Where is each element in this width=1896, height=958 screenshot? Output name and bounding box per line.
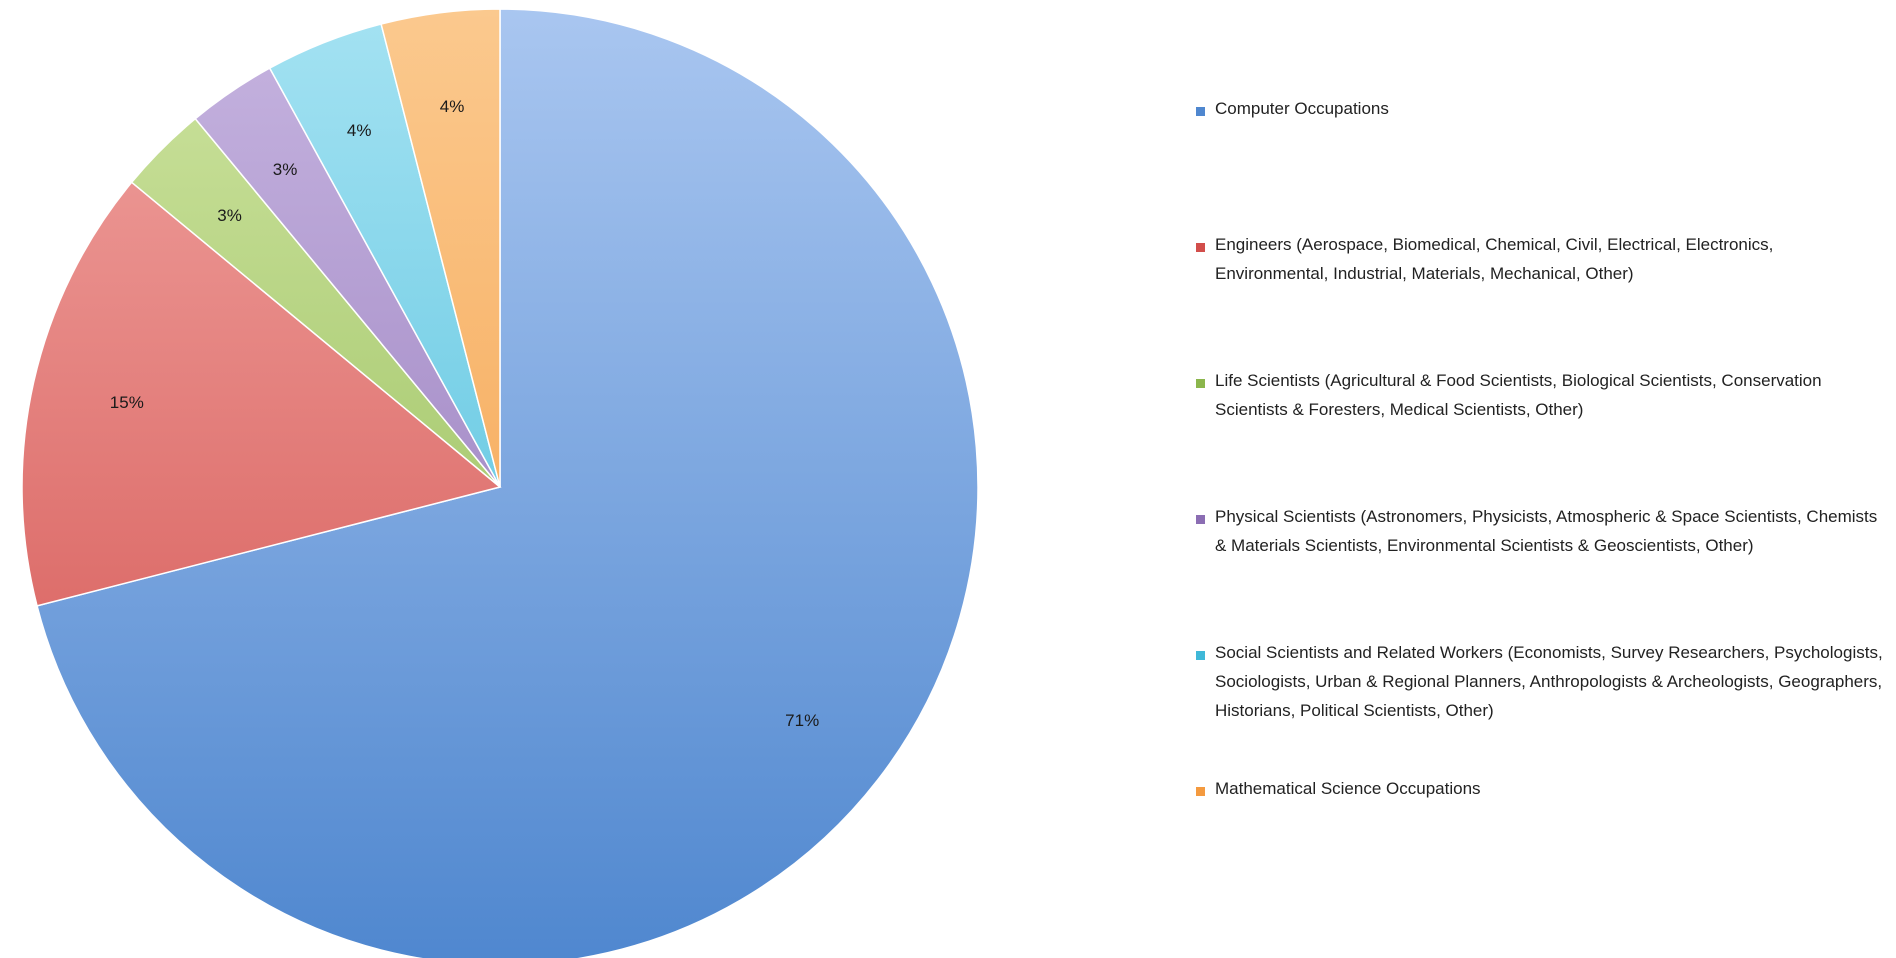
pie-slice-1 — [36, 8, 979, 958]
legend-label: Engineers (Aerospace, Biomedical, Chemic… — [1215, 235, 1774, 283]
legend-swatch — [1196, 243, 1205, 252]
pie-slice-2 — [21, 181, 502, 607]
legend-swatch — [1196, 651, 1205, 660]
legend-label: Computer Occupations — [1215, 99, 1389, 118]
data-label-1: 71% — [785, 711, 819, 730]
legend-item-2: Engineers (Aerospace, Biomedical, Chemic… — [1196, 235, 1886, 288]
pie-chart: 71% 15% 3% 3% 4% 4% — [21, 8, 979, 958]
pie-slices — [21, 8, 979, 958]
legend-label: Physical Scientists (Astronomers, Physic… — [1215, 507, 1878, 555]
data-label-4: 3% — [273, 160, 298, 179]
chart-legend: Computer Occupations Engineers (Aerospace… — [1196, 0, 1886, 958]
legend-item-3: Life Scientists (Agricultural & Food Sci… — [1196, 371, 1886, 424]
legend-swatch — [1196, 107, 1205, 116]
data-label-2: 15% — [110, 393, 144, 412]
pie-slice-6 — [380, 8, 501, 488]
legend-label: Social Scientists and Related Workers (E… — [1215, 643, 1883, 720]
legend-item-1: Computer Occupations — [1196, 99, 1886, 123]
legend-item-4: Physical Scientists (Astronomers, Physic… — [1196, 507, 1886, 560]
legend-label: Mathematical Science Occupations — [1215, 779, 1481, 798]
legend-item-5: Social Scientists and Related Workers (E… — [1196, 643, 1886, 725]
legend-item-6: Mathematical Science Occupations — [1196, 779, 1886, 803]
legend-swatch — [1196, 379, 1205, 388]
legend-swatch — [1196, 515, 1205, 524]
pie-data-labels: 71% 15% 3% 3% 4% 4% — [110, 97, 819, 730]
legend-swatch — [1196, 787, 1205, 796]
legend-label: Life Scientists (Agricultural & Food Sci… — [1215, 371, 1822, 419]
data-label-5: 4% — [347, 121, 372, 140]
data-label-6: 4% — [440, 97, 465, 116]
data-label-3: 3% — [217, 206, 242, 225]
